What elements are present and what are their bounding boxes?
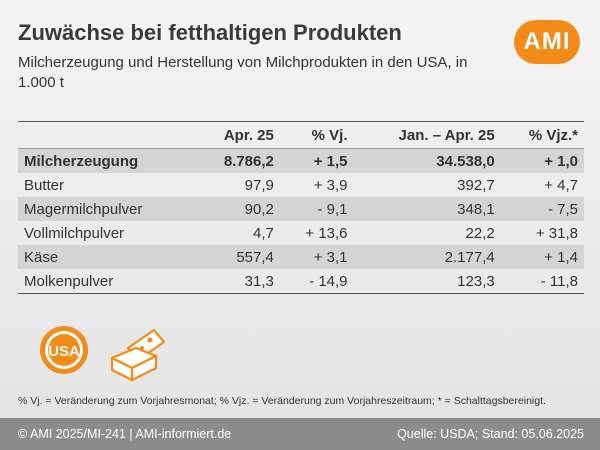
infographic-card: Zuwächse bei fetthaltigen Produkten Milc… — [0, 0, 600, 418]
column-header-product — [18, 121, 196, 149]
page-subtitle: Milcherzeugung und Herstellung von Milch… — [18, 54, 468, 91]
cell-value: 97,9 — [244, 176, 274, 194]
table-row: Molkenpulver 31,3 - 14,9 123,3 - 11,8 — [18, 269, 584, 294]
cell-value: 34.538,0 — [436, 152, 495, 170]
cell-value: 31,3 — [195, 269, 280, 294]
table-row: Milcherzeugung 8.786,2 + 1,5 34.538,0 + … — [18, 148, 584, 173]
row-label: Milcherzeugung — [24, 152, 139, 170]
cell-value: 123,3 — [353, 269, 501, 294]
row-label: Molkenpulver — [18, 269, 196, 294]
row-label: Magermilchpulver — [24, 200, 143, 218]
row-label: Butter — [24, 176, 65, 194]
row-label: Vollmilchpulver — [24, 224, 125, 242]
cell-value: 22,2 — [465, 224, 495, 242]
cell-value: - 7,5 — [547, 200, 578, 218]
column-header-vjz: % Vjz.* — [500, 121, 584, 149]
usa-stamp-icon: USA — [40, 326, 88, 374]
footer-bar: © AMI 2025/MI-241 | AMI-informiert.de Qu… — [0, 418, 600, 450]
column-header-vj: % Vj. — [279, 121, 354, 149]
cell-value: 392,7 — [457, 176, 495, 194]
cell-value: + 3,1 — [313, 248, 348, 266]
cell-value: 557,4 — [236, 248, 274, 266]
cell-value: + 1,4 — [544, 248, 578, 266]
cell-value: 8.786,2 — [223, 152, 274, 170]
butter-cheese-icon — [110, 328, 166, 382]
cell-value: - 9,1 — [317, 200, 348, 218]
column-header-apr-25: Apr. 25 — [195, 121, 280, 149]
cell-value: + 31,8 — [535, 224, 578, 242]
table-header-row: Apr. 25 % Vj. Jan. – Apr. 25 % Vjz.* — [18, 121, 584, 149]
cell-value: + 4,7 — [544, 176, 578, 194]
footnote: % Vj. = Veränderung zum Vorjahresmonat; … — [18, 395, 546, 407]
table-row: Magermilchpulver 90,2 - 9,1 348,1 - 7,5 — [18, 197, 584, 221]
cell-value: - 14,9 — [279, 269, 354, 294]
cell-value: 348,1 — [457, 200, 495, 218]
table-row: Käse 557,4 + 3,1 2.177,4 + 1,4 — [18, 245, 584, 269]
cell-value: + 1,5 — [313, 152, 348, 170]
cell-value: + 3,9 — [313, 176, 348, 194]
cell-value: 2.177,4 — [444, 248, 495, 266]
footer-source: Quelle: USDA; Stand: 05.06.2025 — [397, 427, 584, 441]
usa-badge-text: USA — [48, 343, 80, 360]
column-header-jan-apr-25: Jan. – Apr. 25 — [353, 121, 501, 149]
table-row: Vollmilchpulver 4,7 + 13,6 22,2 + 31,8 — [18, 221, 584, 245]
product-icons: USA — [40, 326, 166, 382]
cell-value: + 13,6 — [305, 224, 348, 242]
page-title: Zuwächse bei fetthaltigen Produkten — [18, 20, 402, 45]
cell-value: - 11,8 — [500, 269, 584, 294]
table-row: Butter 97,9 + 3,9 392,7 + 4,7 — [18, 173, 584, 197]
row-label: Käse — [24, 248, 59, 266]
cell-value: 4,7 — [253, 224, 274, 242]
production-table: Apr. 25 % Vj. Jan. – Apr. 25 % Vjz.* Mil… — [18, 121, 584, 294]
ami-logo: AMI — [514, 20, 580, 64]
cell-value: 90,2 — [244, 200, 274, 218]
cell-value: + 1,0 — [544, 152, 578, 170]
footer-copyright: © AMI 2025/MI-241 | AMI-informiert.de — [18, 427, 232, 441]
